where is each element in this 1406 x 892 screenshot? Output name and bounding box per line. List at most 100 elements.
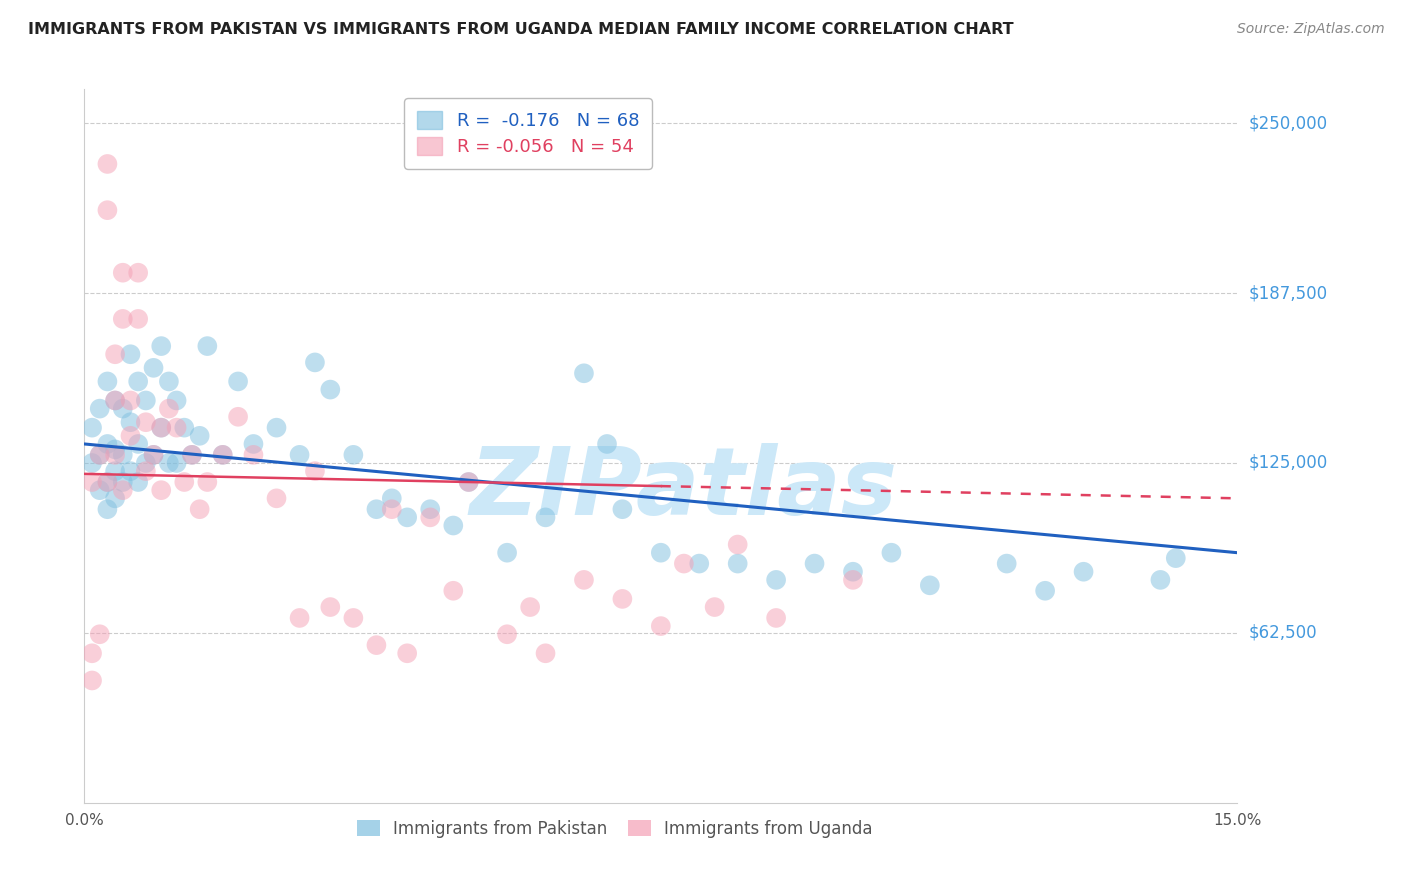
Point xyxy=(181,448,204,462)
Point xyxy=(342,611,364,625)
Point xyxy=(188,429,211,443)
Point xyxy=(366,502,388,516)
Point xyxy=(111,266,134,280)
Point xyxy=(519,600,541,615)
Text: $187,500: $187,500 xyxy=(1249,284,1327,302)
Point xyxy=(441,583,464,598)
Point xyxy=(96,375,118,389)
Point xyxy=(104,393,127,408)
Point xyxy=(596,437,619,451)
Point xyxy=(396,510,419,524)
Point xyxy=(120,415,142,429)
Point xyxy=(612,591,634,606)
Point xyxy=(127,437,149,451)
Point xyxy=(104,448,127,462)
Point xyxy=(381,491,404,506)
Point xyxy=(242,437,264,451)
Point xyxy=(142,360,165,375)
Text: $62,500: $62,500 xyxy=(1249,624,1317,642)
Point xyxy=(419,502,441,516)
Point xyxy=(226,409,249,424)
Point xyxy=(104,442,127,457)
Point xyxy=(304,355,326,369)
Point xyxy=(181,448,204,462)
Point xyxy=(111,483,134,498)
Point xyxy=(995,557,1018,571)
Point xyxy=(1149,573,1171,587)
Point xyxy=(80,475,103,489)
Point xyxy=(104,491,127,506)
Point xyxy=(457,475,479,489)
Point xyxy=(120,429,142,443)
Point xyxy=(157,456,180,470)
Point xyxy=(496,627,519,641)
Point xyxy=(396,646,419,660)
Point xyxy=(266,420,288,434)
Point xyxy=(104,347,127,361)
Point xyxy=(672,557,695,571)
Point xyxy=(572,366,595,380)
Point xyxy=(80,420,103,434)
Point xyxy=(918,578,941,592)
Point xyxy=(89,627,111,641)
Point xyxy=(195,475,218,489)
Point xyxy=(135,464,157,478)
Point xyxy=(727,537,749,551)
Point xyxy=(96,203,118,218)
Point xyxy=(80,673,103,688)
Point xyxy=(419,510,441,524)
Point xyxy=(1033,583,1056,598)
Point xyxy=(1073,565,1095,579)
Point xyxy=(135,415,157,429)
Point xyxy=(288,611,311,625)
Point xyxy=(612,502,634,516)
Point xyxy=(166,456,188,470)
Point xyxy=(96,475,118,489)
Point xyxy=(319,600,342,615)
Point xyxy=(1164,551,1187,566)
Point xyxy=(880,546,903,560)
Text: ZIPatlas: ZIPatlas xyxy=(470,442,898,535)
Text: IMMIGRANTS FROM PAKISTAN VS IMMIGRANTS FROM UGANDA MEDIAN FAMILY INCOME CORRELAT: IMMIGRANTS FROM PAKISTAN VS IMMIGRANTS F… xyxy=(28,22,1014,37)
Point xyxy=(496,546,519,560)
Point xyxy=(120,393,142,408)
Point xyxy=(120,347,142,361)
Point xyxy=(572,573,595,587)
Point xyxy=(89,401,111,416)
Point xyxy=(703,600,725,615)
Point xyxy=(142,448,165,462)
Point xyxy=(127,312,149,326)
Point xyxy=(727,557,749,571)
Point xyxy=(150,420,173,434)
Point xyxy=(96,502,118,516)
Point xyxy=(127,266,149,280)
Point xyxy=(127,475,149,489)
Point xyxy=(650,619,672,633)
Point xyxy=(157,375,180,389)
Point xyxy=(688,557,710,571)
Point xyxy=(266,491,288,506)
Text: Source: ZipAtlas.com: Source: ZipAtlas.com xyxy=(1237,22,1385,37)
Point xyxy=(135,456,157,470)
Point xyxy=(89,448,111,462)
Point xyxy=(89,448,111,462)
Point xyxy=(150,420,173,434)
Point xyxy=(173,475,195,489)
Point xyxy=(765,611,787,625)
Point xyxy=(195,339,218,353)
Point xyxy=(534,510,557,524)
Point xyxy=(342,448,364,462)
Point xyxy=(842,565,865,579)
Point xyxy=(173,420,195,434)
Point xyxy=(80,456,103,470)
Point xyxy=(142,448,165,462)
Point xyxy=(288,448,311,462)
Point xyxy=(135,393,157,408)
Point xyxy=(166,420,188,434)
Point xyxy=(111,401,134,416)
Point xyxy=(534,646,557,660)
Point xyxy=(111,312,134,326)
Point xyxy=(226,375,249,389)
Point xyxy=(242,448,264,462)
Point xyxy=(104,393,127,408)
